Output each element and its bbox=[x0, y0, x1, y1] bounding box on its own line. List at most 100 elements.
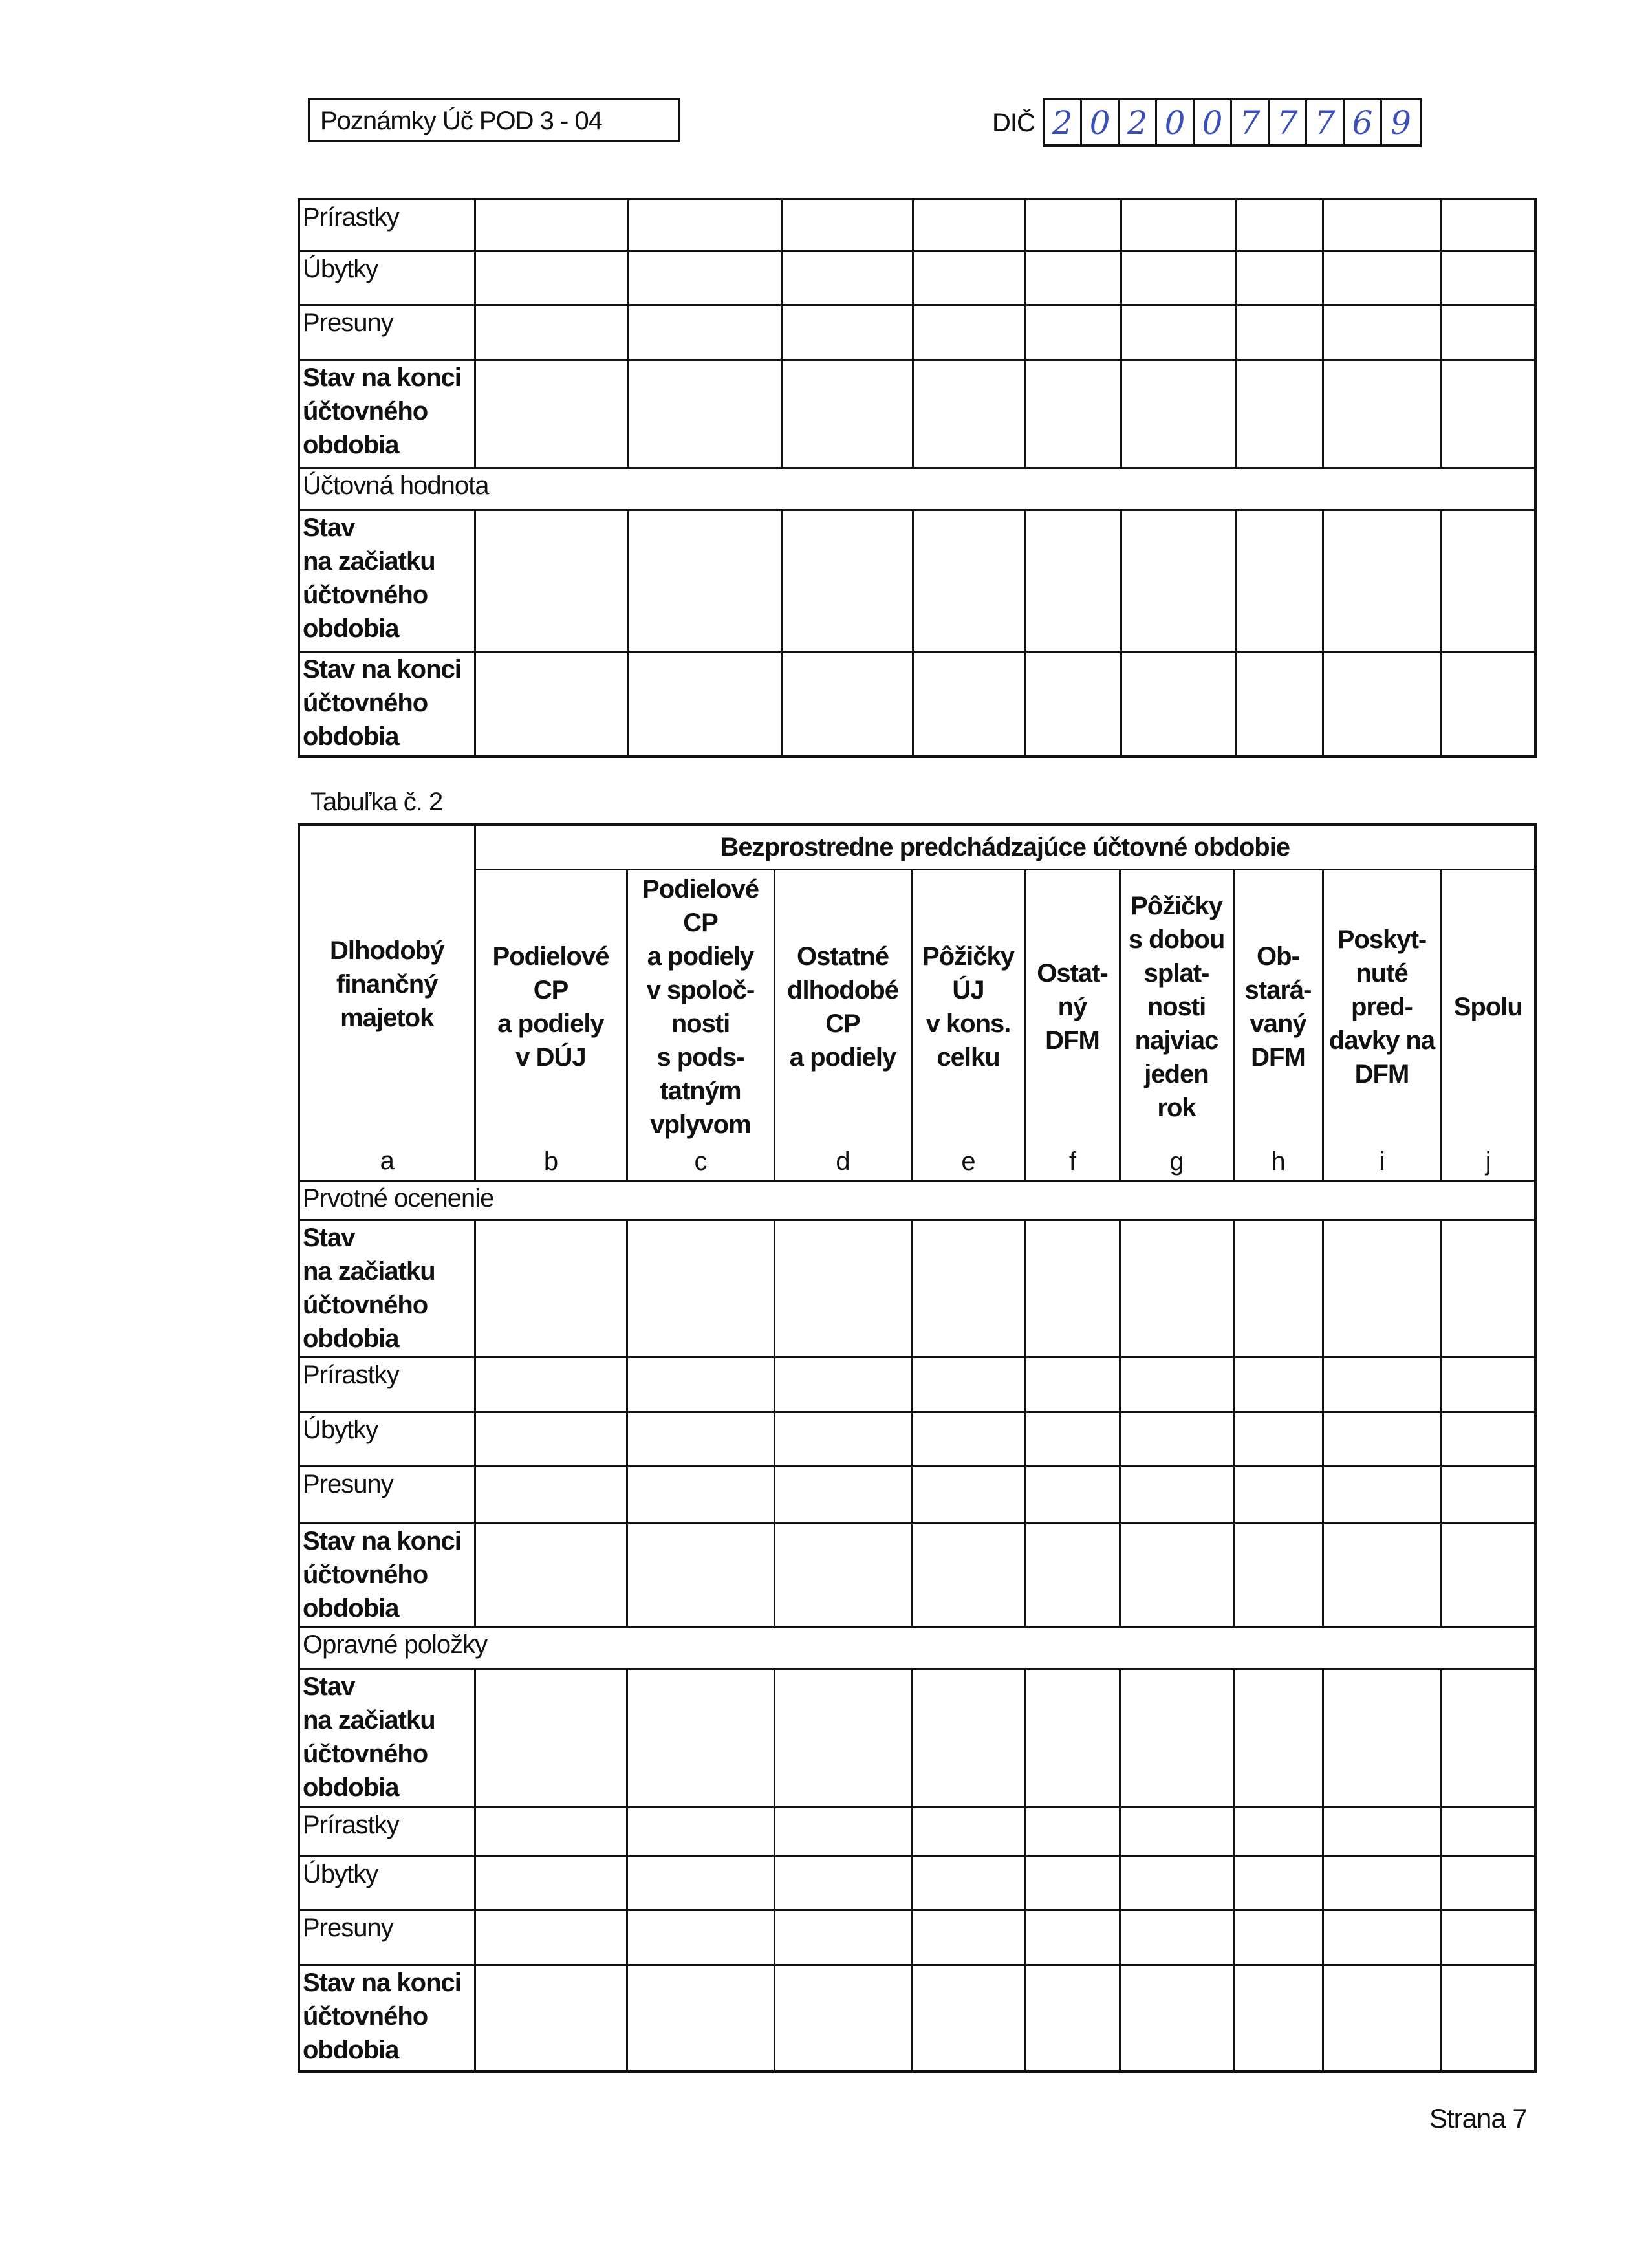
value-cell[interactable] bbox=[625, 1465, 775, 1524]
value-cell[interactable] bbox=[473, 650, 629, 758]
value-cell[interactable] bbox=[1321, 358, 1442, 469]
value-cell[interactable] bbox=[1235, 358, 1324, 469]
value-cell[interactable] bbox=[627, 198, 783, 252]
value-cell[interactable] bbox=[1321, 1806, 1442, 1857]
value-cell[interactable] bbox=[1321, 1667, 1442, 1808]
value-cell[interactable] bbox=[911, 250, 1026, 306]
value-cell[interactable] bbox=[1118, 1855, 1235, 1911]
value-cell[interactable] bbox=[1321, 1522, 1442, 1628]
value-cell[interactable] bbox=[780, 250, 914, 306]
value-cell[interactable] bbox=[1440, 1908, 1537, 1966]
value-cell[interactable] bbox=[1024, 1355, 1121, 1413]
value-cell[interactable] bbox=[1232, 1667, 1324, 1808]
value-cell[interactable] bbox=[473, 1855, 628, 1911]
value-cell[interactable] bbox=[473, 1963, 628, 2073]
value-cell[interactable] bbox=[773, 1410, 913, 1467]
value-cell[interactable] bbox=[627, 250, 783, 306]
value-cell[interactable] bbox=[910, 1410, 1026, 1467]
value-cell[interactable] bbox=[627, 650, 783, 758]
value-cell[interactable] bbox=[1118, 1410, 1235, 1467]
value-cell[interactable] bbox=[1120, 198, 1237, 252]
dic-digit[interactable]: 2 bbox=[1120, 100, 1157, 144]
value-cell[interactable] bbox=[780, 198, 914, 252]
value-cell[interactable] bbox=[627, 508, 783, 653]
value-cell[interactable] bbox=[780, 508, 914, 653]
value-cell[interactable] bbox=[1024, 1465, 1121, 1524]
value-cell[interactable] bbox=[1321, 1355, 1442, 1413]
value-cell[interactable] bbox=[911, 650, 1026, 758]
value-cell[interactable] bbox=[1024, 1218, 1121, 1358]
value-cell[interactable] bbox=[1024, 650, 1122, 758]
value-cell[interactable] bbox=[773, 1963, 913, 2073]
value-cell[interactable] bbox=[1440, 1410, 1537, 1467]
value-cell[interactable] bbox=[780, 303, 914, 361]
value-cell[interactable] bbox=[625, 1908, 775, 1966]
value-cell[interactable] bbox=[1118, 1806, 1235, 1857]
value-cell[interactable] bbox=[1118, 1963, 1235, 2073]
dic-digit[interactable]: 7 bbox=[1307, 100, 1345, 144]
value-cell[interactable] bbox=[1235, 508, 1324, 653]
value-cell[interactable] bbox=[911, 303, 1026, 361]
value-cell[interactable] bbox=[773, 1522, 913, 1628]
dic-digit[interactable]: 2 bbox=[1045, 100, 1082, 144]
value-cell[interactable] bbox=[1118, 1218, 1235, 1358]
dic-digit[interactable]: 7 bbox=[1232, 100, 1270, 144]
value-cell[interactable] bbox=[1118, 1355, 1235, 1413]
value-cell[interactable] bbox=[473, 1218, 628, 1358]
value-cell[interactable] bbox=[1120, 650, 1237, 758]
value-cell[interactable] bbox=[1024, 1908, 1121, 1966]
value-cell[interactable] bbox=[473, 1465, 628, 1524]
value-cell[interactable] bbox=[473, 508, 629, 653]
value-cell[interactable] bbox=[627, 358, 783, 469]
value-cell[interactable] bbox=[910, 1522, 1026, 1628]
value-cell[interactable] bbox=[1440, 198, 1537, 252]
value-cell[interactable] bbox=[1440, 303, 1537, 361]
value-cell[interactable] bbox=[1024, 303, 1122, 361]
value-cell[interactable] bbox=[1024, 1410, 1121, 1467]
value-cell[interactable] bbox=[1235, 250, 1324, 306]
value-cell[interactable] bbox=[1024, 1855, 1121, 1911]
value-cell[interactable] bbox=[911, 198, 1026, 252]
value-cell[interactable] bbox=[1321, 1908, 1442, 1966]
value-cell[interactable] bbox=[780, 650, 914, 758]
value-cell[interactable] bbox=[1440, 1522, 1537, 1628]
value-cell[interactable] bbox=[625, 1855, 775, 1911]
value-cell[interactable] bbox=[1235, 303, 1324, 361]
value-cell[interactable] bbox=[911, 358, 1026, 469]
value-cell[interactable] bbox=[1440, 358, 1537, 469]
value-cell[interactable] bbox=[1321, 303, 1442, 361]
value-cell[interactable] bbox=[1232, 1218, 1324, 1358]
value-cell[interactable] bbox=[773, 1355, 913, 1413]
value-cell[interactable] bbox=[1024, 358, 1122, 469]
value-cell[interactable] bbox=[473, 1667, 628, 1808]
dic-digit[interactable]: 0 bbox=[1195, 100, 1232, 144]
dic-digit[interactable]: 6 bbox=[1345, 100, 1382, 144]
value-cell[interactable] bbox=[910, 1218, 1026, 1358]
value-cell[interactable] bbox=[1024, 1522, 1121, 1628]
value-cell[interactable] bbox=[1321, 250, 1442, 306]
value-cell[interactable] bbox=[1321, 1410, 1442, 1467]
value-cell[interactable] bbox=[1232, 1410, 1324, 1467]
value-cell[interactable] bbox=[773, 1855, 913, 1911]
value-cell[interactable] bbox=[1440, 1855, 1537, 1911]
value-cell[interactable] bbox=[1232, 1855, 1324, 1911]
value-cell[interactable] bbox=[1232, 1963, 1324, 2073]
value-cell[interactable] bbox=[1321, 1963, 1442, 2073]
value-cell[interactable] bbox=[625, 1218, 775, 1358]
value-cell[interactable] bbox=[1440, 1806, 1537, 1857]
value-cell[interactable] bbox=[1321, 1465, 1442, 1524]
value-cell[interactable] bbox=[1120, 250, 1237, 306]
value-cell[interactable] bbox=[1024, 1806, 1121, 1857]
value-cell[interactable] bbox=[910, 1667, 1026, 1808]
value-cell[interactable] bbox=[1120, 303, 1237, 361]
value-cell[interactable] bbox=[1118, 1522, 1235, 1628]
value-cell[interactable] bbox=[473, 358, 629, 469]
value-cell[interactable] bbox=[1118, 1465, 1235, 1524]
value-cell[interactable] bbox=[1321, 650, 1442, 758]
value-cell[interactable] bbox=[1440, 1465, 1537, 1524]
value-cell[interactable] bbox=[780, 358, 914, 469]
value-cell[interactable] bbox=[910, 1355, 1026, 1413]
value-cell[interactable] bbox=[1440, 1355, 1537, 1413]
value-cell[interactable] bbox=[910, 1465, 1026, 1524]
